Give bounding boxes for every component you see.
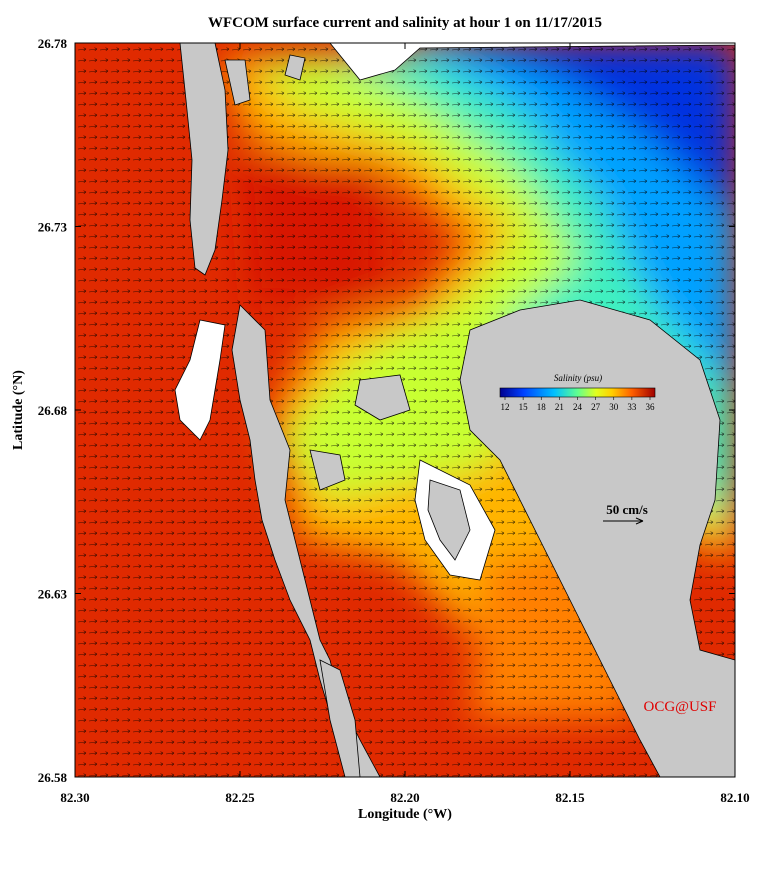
map-title: WFCOM surface current and salinity at ho…	[208, 15, 602, 31]
x-tick-label: 82.10	[720, 790, 749, 805]
salinity-field	[75, 43, 735, 777]
colorbar-tick-label: 33	[627, 402, 637, 412]
colorbar-title: Salinity (psu)	[554, 373, 602, 383]
credit: OCG@USF	[643, 699, 716, 715]
colorbar-tick-label: 30	[609, 402, 619, 412]
x-tick-label: 82.30	[60, 790, 89, 805]
colorbar	[499, 387, 656, 398]
colorbar-tick-label: 12	[501, 402, 510, 412]
colorbar-tick-label: 18	[537, 402, 547, 412]
y-tick-label: 26.73	[38, 220, 68, 235]
y-tick-label: 26.68	[38, 403, 68, 418]
y-tick-label: 26.58	[38, 770, 68, 785]
colorbar-tick-label: 36	[646, 402, 656, 412]
x-tick-label: 82.20	[390, 790, 419, 805]
colorbar-tick-label: 15	[519, 402, 529, 412]
x-tick-label: 82.15	[555, 790, 585, 805]
scale-arrow-head	[635, 517, 644, 525]
scale-label: 50 cm/s	[606, 502, 648, 517]
colorbar-tick-label: 21	[555, 402, 564, 412]
y-axis-label: Latitude (°N)	[11, 370, 26, 450]
x-axis-label: Longitude (°W)	[358, 807, 452, 822]
colorbar-tick-label: 27	[591, 402, 601, 412]
x-tick-label: 82.25	[225, 790, 255, 805]
y-tick-label: 26.78	[38, 36, 68, 51]
y-tick-label: 26.63	[38, 587, 68, 602]
land	[174, 43, 735, 777]
colorbar-tick-label: 24	[573, 402, 583, 412]
